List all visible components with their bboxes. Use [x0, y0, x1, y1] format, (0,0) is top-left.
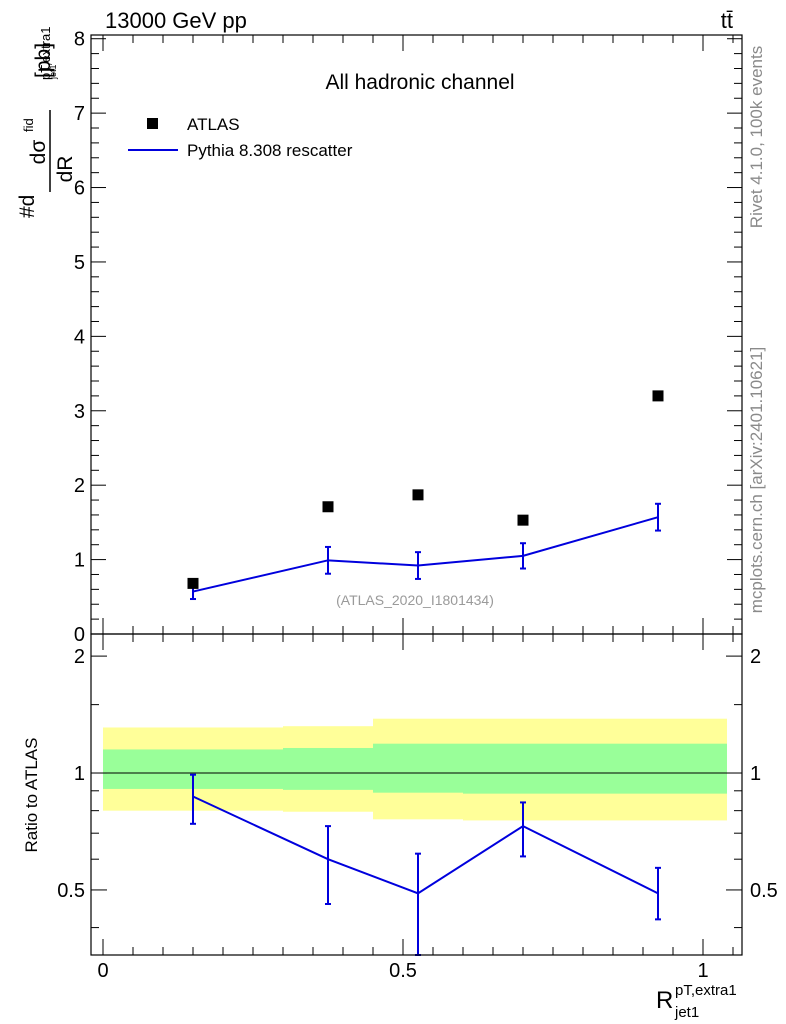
- ratio-ticks: 0.5 0.5 1 1 2 2 0 0.5 1: [57, 634, 778, 982]
- xlabel-base: R: [656, 987, 673, 1014]
- atlas-point: [412, 489, 424, 501]
- ratio-band-green: [283, 747, 373, 790]
- main-ytick-label: 0: [74, 624, 85, 646]
- legend: ATLAS Pythia 8.308 rescatter: [128, 115, 353, 160]
- header-energy: 13000 GeV pp: [105, 8, 247, 33]
- atlas-point: [517, 514, 529, 526]
- main-ytick-label: 8: [74, 29, 85, 51]
- legend-marker-atlas: [147, 118, 158, 129]
- ratio-xtick-label: 1: [697, 960, 708, 982]
- main-ytick-label: 5: [74, 252, 85, 274]
- ratio-ytick-label: 1: [74, 763, 85, 785]
- ratio-xtick-label: 0.5: [389, 960, 417, 982]
- ratio-ytick-label-right: 0.5: [750, 880, 778, 902]
- ratio-band-green: [463, 743, 583, 794]
- main-ytick-label: 1: [74, 550, 85, 572]
- analysis-watermark: (ATLAS_2020_I1801434): [336, 592, 494, 608]
- main-ytick-label: 6: [74, 178, 85, 200]
- ylabel-prefix: #d: [16, 195, 39, 218]
- ratio-frame: [90, 633, 743, 956]
- xlabel-sub: jet1: [674, 1004, 699, 1021]
- xlabel: R pT,extra1 jet1: [656, 982, 737, 1021]
- atlas-point: [652, 390, 664, 402]
- ratio-ytick-label: 0.5: [57, 880, 85, 902]
- main-data: [187, 390, 664, 601]
- ratio-data: [190, 773, 661, 956]
- main-ytick-label: 2: [74, 475, 85, 497]
- ratio-panel: 0.5 0.5 1 1 2 2 0 0.5 1 Ratio to ATLAS R pT,extr…: [22, 633, 778, 1021]
- atlas-point: [187, 577, 199, 589]
- plot-title: All hadronic channel: [325, 71, 514, 94]
- ratio-ytick-label-right: 2: [750, 646, 761, 668]
- header-process: tt̄: [721, 8, 733, 33]
- ratio-bands: [103, 718, 727, 821]
- ylabel-sub2: jet1: [48, 64, 58, 80]
- legend-label-atlas: ATLAS: [187, 115, 240, 134]
- ratio-ylabel: Ratio to ATLAS: [22, 738, 41, 853]
- main-ytick-label: 7: [74, 103, 85, 125]
- pythia-line: [192, 516, 659, 593]
- legend-label-pythia: Pythia 8.308 rescatter: [187, 141, 353, 160]
- ratio-band-green: [583, 743, 727, 794]
- ylabel-sup: fid: [21, 118, 36, 132]
- main-ytick-label: 3: [74, 401, 85, 423]
- ratio-xtick-label: 0: [97, 960, 108, 982]
- ratio-ytick-label-right: 1: [750, 763, 761, 785]
- main-panel: 0 1 2 3 4 5 6 7 8 All hadronic channel (ATLAS_20…: [16, 27, 743, 646]
- ratio-ytick-label: 2: [74, 646, 85, 668]
- ylabel-sub: pT,extra1: [38, 27, 53, 80]
- xlabel-sup: pT,extra1: [675, 982, 737, 999]
- ylabel-unit: [pb]: [32, 43, 55, 78]
- atlas-point: [322, 501, 334, 513]
- ratio-band-green: [373, 743, 463, 793]
- ylabel-denominator: dR: [54, 156, 77, 183]
- main-ylabel: #d dσ dR fid pT,extra1 jet1 [pb]: [16, 27, 77, 218]
- side-label-mcplots: mcplots.cern.ch [arXiv:2401.10621]: [747, 347, 766, 613]
- main-ticks: 0 1 2 3 4 5 6 7 8: [74, 29, 742, 646]
- main-ytick-label: 4: [74, 326, 85, 348]
- ylabel-numerator: dσ: [27, 140, 50, 165]
- side-label-rivet: Rivet 4.1.0, 100k events: [747, 46, 766, 228]
